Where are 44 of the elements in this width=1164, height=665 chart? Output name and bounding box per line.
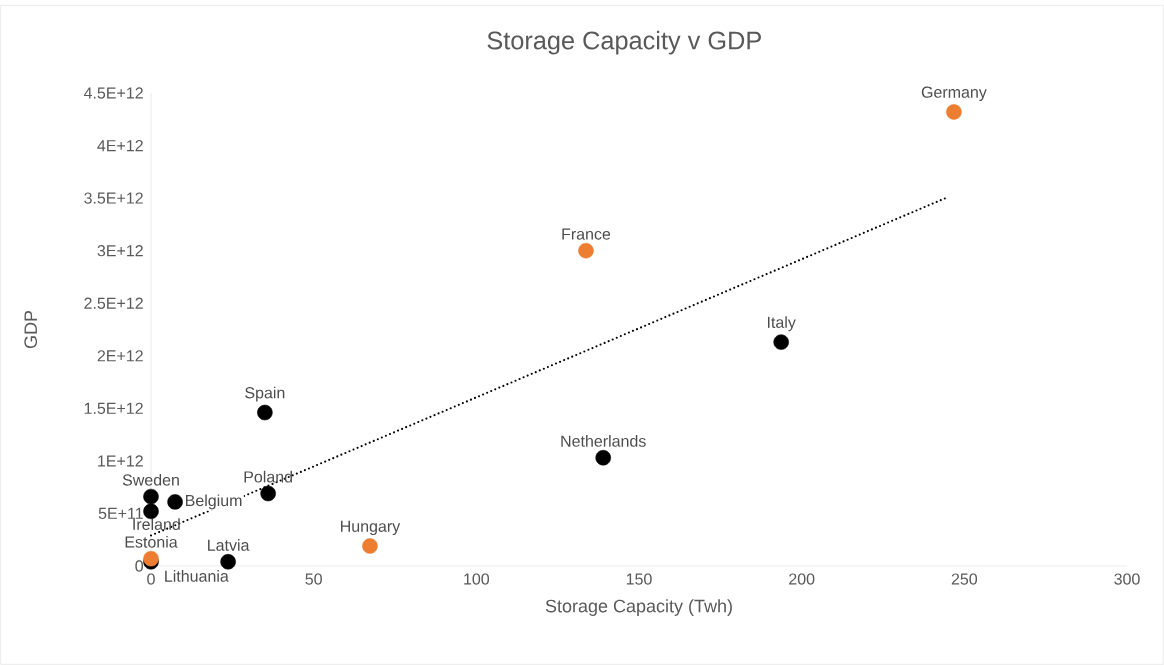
point [946, 104, 962, 120]
y-tick-label: 4.5E+12 [83, 87, 143, 99]
annotation: Belgium [185, 494, 242, 510]
annotation: Germany [921, 86, 987, 101]
y-tick-label: 3.5E+12 [84, 192, 143, 204]
point [773, 334, 789, 350]
annotation: Netherlands [561, 435, 646, 447]
annotation: Poland [244, 470, 292, 483]
annotation: Hungary [341, 520, 401, 536]
point [167, 494, 183, 510]
x-tick-label: 250 [951, 573, 978, 585]
point [220, 554, 236, 570]
y-tick-label: 1E+12 [98, 455, 143, 467]
chart-title: Storage Capacity v GDP [487, 30, 761, 55]
annotation: Lithuania [165, 570, 229, 582]
y-tick-label: 0 [135, 560, 144, 572]
annotation: Spain [245, 386, 285, 402]
point [260, 485, 276, 502]
annotation: Sweden [122, 473, 179, 486]
annotation: Latvia [208, 539, 250, 551]
point [143, 488, 159, 505]
annotation: France [562, 228, 611, 240]
y-tick-label: 4E+12 [97, 139, 143, 152]
x-tick-label: 100 [464, 573, 490, 585]
annotation: Estonia [125, 535, 178, 548]
point [257, 404, 273, 421]
x-tick-label: 150 [626, 573, 652, 585]
y-tick-label: 1.5E+12 [84, 402, 143, 414]
y-tick-label: 3E+12 [97, 245, 143, 257]
y-axis-title: GDP [24, 310, 38, 349]
x-tick-label: 50 [305, 573, 322, 585]
y-tick-label: 2E+12 [97, 350, 143, 362]
x-tick-label: 300 [1114, 573, 1140, 585]
y-tick-label: 5E+11 [98, 507, 143, 520]
point [578, 242, 594, 259]
x-tick-label: 0 [147, 573, 155, 585]
annotation: Italy [767, 316, 796, 332]
point [143, 550, 159, 567]
point [595, 450, 611, 466]
x-tick-label: 200 [789, 573, 815, 585]
x-axis-title: Storage Capacity (Twh) [545, 599, 732, 616]
y-tick-label: 2.5E+12 [84, 297, 143, 309]
point [362, 538, 378, 554]
annotation: Ireland [133, 518, 180, 531]
